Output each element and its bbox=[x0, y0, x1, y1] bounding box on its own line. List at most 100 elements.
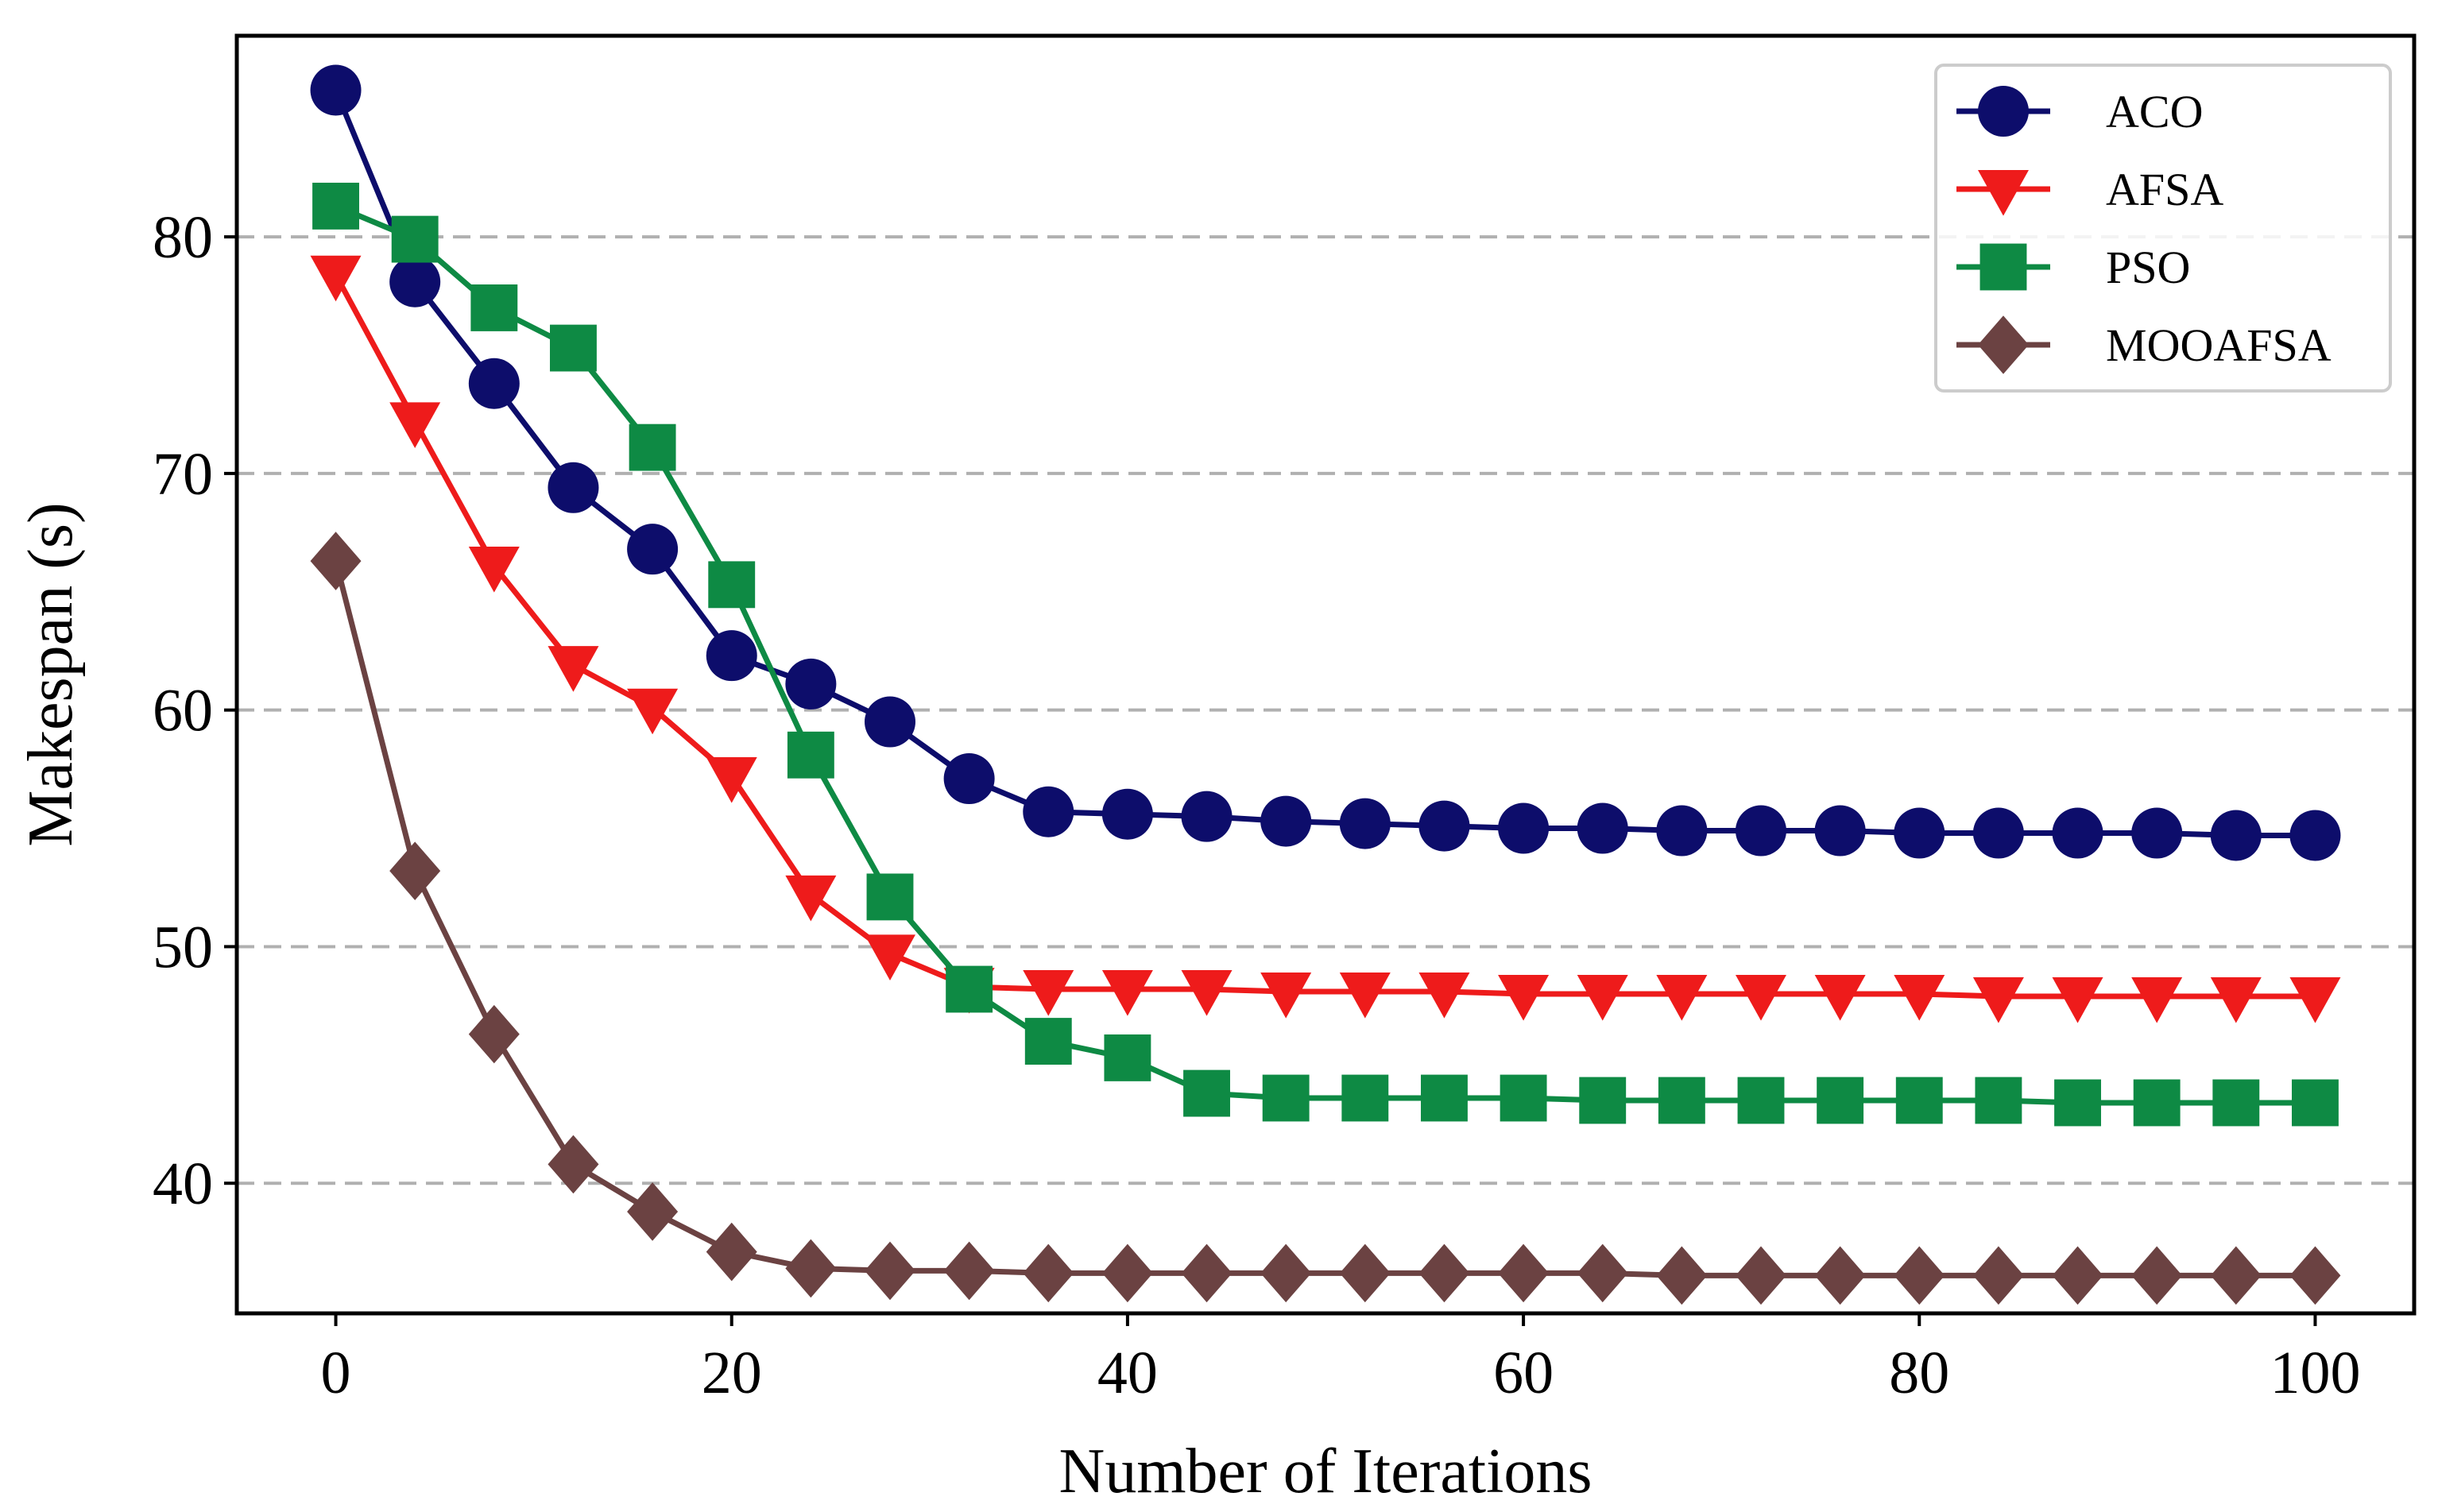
x-tick-label-0: 0 bbox=[321, 1340, 351, 1406]
data-point-pso-60 bbox=[1500, 1074, 1547, 1122]
data-point-mooafsa-72 bbox=[1736, 1246, 1786, 1305]
data-point-aco-24 bbox=[785, 658, 837, 710]
legend-marker-afsa bbox=[1978, 170, 2029, 216]
data-point-pso-56 bbox=[1421, 1074, 1468, 1122]
data-point-afsa-28 bbox=[865, 934, 915, 980]
data-point-afsa-24 bbox=[785, 875, 837, 922]
data-point-aco-48 bbox=[1260, 795, 1312, 847]
data-point-aco-96 bbox=[2210, 810, 2262, 861]
legend-label-mooafsa: MOOAFSA bbox=[2106, 319, 2332, 371]
data-point-pso-28 bbox=[866, 873, 914, 921]
data-point-aco-68 bbox=[1656, 805, 1708, 857]
data-point-afsa-48 bbox=[1260, 973, 1312, 1019]
data-point-pso-92 bbox=[2133, 1079, 2181, 1127]
data-point-pso-52 bbox=[1341, 1074, 1389, 1122]
data-point-pso-16 bbox=[629, 423, 676, 471]
y-tick-label-70: 70 bbox=[153, 441, 213, 508]
data-point-pso-84 bbox=[1975, 1077, 2022, 1124]
data-point-aco-60 bbox=[1498, 802, 1550, 854]
data-point-aco-40 bbox=[1101, 788, 1153, 840]
data-point-afsa-44 bbox=[1181, 970, 1233, 1016]
data-point-aco-8 bbox=[468, 358, 520, 409]
x-tick-label-80: 80 bbox=[1889, 1340, 1949, 1406]
data-point-afsa-64 bbox=[1577, 975, 1628, 1021]
data-point-pso-12 bbox=[550, 324, 597, 372]
data-point-pso-72 bbox=[1737, 1077, 1785, 1124]
data-point-pso-68 bbox=[1658, 1077, 1705, 1124]
x-tick-label-20: 20 bbox=[702, 1340, 762, 1406]
data-point-aco-32 bbox=[943, 753, 995, 805]
data-point-mooafsa-24 bbox=[785, 1239, 837, 1298]
data-point-afsa-88 bbox=[2052, 976, 2103, 1023]
data-point-afsa-68 bbox=[1656, 975, 1708, 1021]
data-point-afsa-36 bbox=[1023, 970, 1074, 1016]
axis-ticks: 40 50 60 70 80 0 20 40 60 80 100 bbox=[153, 204, 2360, 1406]
data-point-afsa-12 bbox=[548, 646, 599, 692]
legend-marker-aco bbox=[1978, 86, 2029, 137]
data-point-mooafsa-20 bbox=[706, 1222, 757, 1282]
data-point-mooafsa-40 bbox=[1101, 1243, 1153, 1303]
data-point-aco-92 bbox=[2131, 807, 2183, 859]
data-point-aco-12 bbox=[548, 462, 599, 513]
legend-marker-pso bbox=[1979, 243, 2027, 291]
data-point-pso-0 bbox=[312, 182, 359, 230]
data-point-mooafsa-32 bbox=[943, 1241, 995, 1301]
data-point-aco-76 bbox=[1814, 805, 1866, 857]
data-point-mooafsa-52 bbox=[1339, 1243, 1391, 1303]
data-point-aco-88 bbox=[2052, 807, 2103, 859]
data-point-afsa-0 bbox=[310, 255, 362, 302]
x-tick-label-100: 100 bbox=[2270, 1340, 2360, 1406]
data-point-afsa-80 bbox=[1894, 975, 1945, 1021]
data-point-aco-56 bbox=[1418, 800, 1470, 852]
data-point-pso-96 bbox=[2212, 1079, 2260, 1127]
data-point-mooafsa-64 bbox=[1577, 1243, 1628, 1303]
data-point-aco-84 bbox=[1972, 807, 2024, 859]
data-point-afsa-4 bbox=[389, 402, 441, 448]
legend-label-afsa: AFSA bbox=[2106, 164, 2223, 215]
y-axis-title: Makespan (s) bbox=[16, 502, 86, 846]
data-point-pso-64 bbox=[1579, 1077, 1627, 1124]
data-point-aco-20 bbox=[706, 630, 757, 682]
data-point-afsa-76 bbox=[1814, 975, 1866, 1021]
data-point-mooafsa-68 bbox=[1656, 1246, 1708, 1305]
data-point-aco-80 bbox=[1894, 807, 1945, 859]
data-point-afsa-52 bbox=[1339, 973, 1391, 1019]
data-point-afsa-8 bbox=[468, 547, 520, 593]
series-mooafsa bbox=[310, 532, 2341, 1305]
legend-item-pso: PSO bbox=[1956, 242, 2190, 293]
data-point-pso-8 bbox=[470, 284, 518, 331]
data-point-pso-100 bbox=[2292, 1079, 2339, 1127]
legend-marker-mooafsa bbox=[1978, 315, 2029, 374]
data-point-pso-48 bbox=[1262, 1074, 1310, 1122]
data-point-afsa-60 bbox=[1498, 975, 1550, 1021]
legend: ACO AFSA PSO MOOAFSA bbox=[1934, 64, 2392, 393]
series-afsa bbox=[310, 255, 2341, 1023]
data-point-aco-100 bbox=[2289, 810, 2341, 861]
data-point-aco-28 bbox=[865, 696, 915, 748]
y-tick-label-40: 40 bbox=[153, 1150, 213, 1217]
legend-box bbox=[1934, 64, 2392, 393]
data-point-aco-52 bbox=[1339, 798, 1391, 849]
data-point-aco-64 bbox=[1577, 802, 1628, 854]
data-point-afsa-72 bbox=[1736, 975, 1786, 1021]
data-point-afsa-40 bbox=[1101, 970, 1153, 1016]
data-point-mooafsa-88 bbox=[2052, 1246, 2103, 1305]
data-point-pso-24 bbox=[787, 731, 834, 779]
data-point-pso-88 bbox=[2054, 1079, 2101, 1127]
data-point-pso-36 bbox=[1024, 1018, 1072, 1065]
data-point-aco-0 bbox=[310, 64, 362, 116]
data-point-afsa-20 bbox=[706, 757, 757, 803]
legend-item-mooafsa: MOOAFSA bbox=[1956, 315, 2332, 374]
data-point-mooafsa-92 bbox=[2131, 1246, 2183, 1305]
data-point-pso-32 bbox=[946, 965, 993, 1013]
x-tick-label-60: 60 bbox=[1493, 1340, 1554, 1406]
series-layer bbox=[310, 64, 2341, 1305]
y-tick-label-50: 50 bbox=[153, 914, 213, 980]
data-point-mooafsa-4 bbox=[389, 841, 441, 900]
data-point-pso-20 bbox=[708, 561, 756, 609]
data-point-mooafsa-16 bbox=[627, 1182, 679, 1241]
x-tick-label-40: 40 bbox=[1097, 1340, 1158, 1406]
series-aco bbox=[310, 64, 2341, 861]
data-point-pso-4 bbox=[391, 215, 439, 263]
